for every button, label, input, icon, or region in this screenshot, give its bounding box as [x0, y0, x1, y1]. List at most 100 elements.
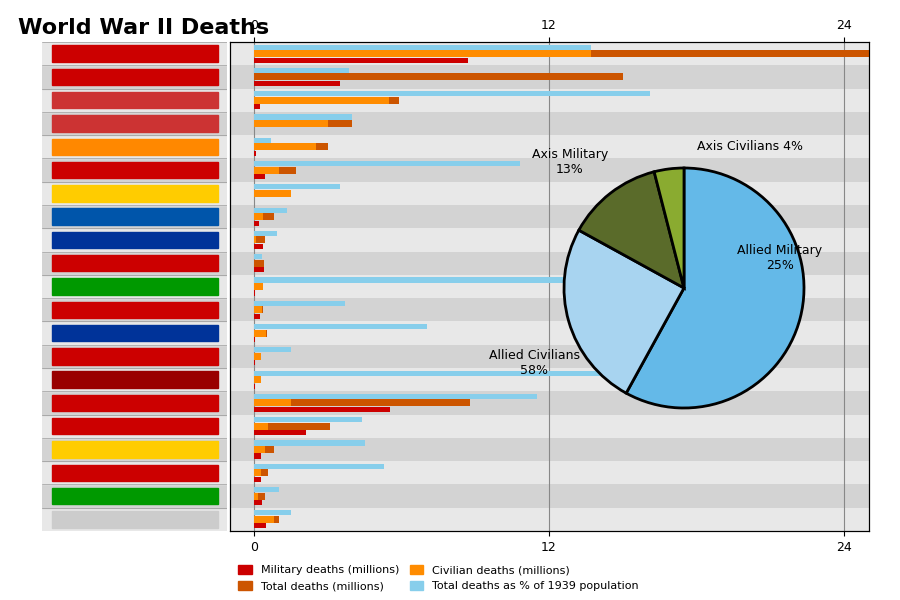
Bar [254, 487, 279, 492]
Bar [42, 461, 227, 484]
Bar [42, 368, 227, 391]
Bar [51, 395, 218, 411]
Bar [254, 371, 610, 376]
Bar [254, 236, 266, 244]
Bar [51, 278, 218, 295]
Bar [42, 298, 227, 322]
Bar [42, 89, 227, 112]
Bar [254, 174, 266, 179]
Bar [42, 508, 227, 531]
Bar [51, 418, 218, 434]
Bar [254, 120, 353, 127]
Bar [254, 469, 261, 476]
Bar [42, 415, 227, 438]
Bar [42, 65, 227, 89]
Bar [230, 275, 868, 298]
Bar [51, 139, 218, 155]
Text: Allied Forces: Allied Forces [24, 176, 34, 257]
Wedge shape [626, 168, 804, 408]
Bar [42, 135, 227, 158]
Bar [230, 251, 868, 275]
Bar [254, 376, 260, 383]
Bar [254, 493, 257, 500]
Bar [254, 454, 261, 458]
Text: Axis Civilians 4%: Axis Civilians 4% [697, 140, 803, 154]
Bar [51, 69, 218, 85]
Text: Allied Military
25%: Allied Military 25% [737, 244, 823, 272]
Bar [51, 511, 218, 527]
Bar [254, 423, 330, 430]
Bar [254, 190, 291, 197]
Text: World War II Deaths: World War II Deaths [18, 18, 269, 38]
Bar [254, 231, 277, 236]
Bar [230, 182, 868, 205]
Bar [230, 205, 868, 228]
Bar [254, 417, 362, 422]
Bar [254, 104, 260, 109]
Bar [230, 89, 868, 112]
Bar [254, 430, 306, 435]
Bar [254, 329, 266, 337]
Bar [254, 277, 598, 283]
Bar [51, 185, 218, 202]
Bar [254, 58, 468, 63]
Bar [254, 254, 262, 259]
Bar [230, 368, 868, 391]
Bar [254, 446, 274, 453]
Bar [254, 394, 536, 399]
Bar [254, 306, 263, 313]
Bar [254, 50, 590, 57]
Bar [254, 353, 260, 360]
Bar [51, 488, 218, 504]
Bar [51, 464, 218, 481]
Bar [42, 182, 227, 205]
Bar [254, 493, 266, 500]
Bar [254, 81, 340, 86]
Bar [254, 143, 316, 150]
Bar [254, 306, 262, 313]
Bar [254, 190, 291, 197]
Bar [51, 46, 218, 62]
Bar [51, 162, 218, 178]
Bar [254, 143, 328, 150]
Bar [42, 228, 227, 251]
Bar [254, 267, 265, 272]
Text: Axis: Axis [24, 448, 34, 474]
Bar [230, 42, 868, 65]
Bar [254, 120, 328, 127]
Bar [254, 260, 265, 267]
Text: Axis Military
13%: Axis Military 13% [532, 148, 608, 176]
Bar [254, 138, 271, 143]
Bar [230, 391, 868, 415]
Bar [254, 329, 266, 337]
Bar [254, 221, 259, 226]
Bar [42, 391, 227, 415]
Wedge shape [579, 172, 684, 288]
Bar [42, 275, 227, 298]
Bar [254, 151, 256, 156]
Bar [254, 167, 296, 173]
Bar [51, 255, 218, 271]
Bar [230, 322, 868, 345]
Bar [254, 500, 262, 505]
Bar [254, 44, 590, 50]
Bar [254, 510, 291, 515]
Bar [254, 68, 349, 73]
Bar [51, 348, 218, 365]
Bar [254, 400, 291, 406]
Bar [254, 516, 274, 523]
Bar [42, 484, 227, 508]
Legend: Military deaths (millions), Total deaths (millions), Civilian deaths (millions),: Military deaths (millions), Total deaths… [235, 562, 643, 595]
Text: Allied Civilians
58%: Allied Civilians 58% [489, 349, 580, 377]
Bar [254, 208, 287, 212]
Bar [42, 205, 227, 228]
Bar [254, 440, 364, 446]
Bar [254, 167, 279, 173]
Bar [254, 314, 260, 319]
Bar [230, 461, 868, 484]
Bar [254, 516, 279, 523]
Bar [254, 523, 266, 529]
Bar [254, 283, 263, 290]
Bar [42, 158, 227, 182]
Bar [230, 135, 868, 158]
